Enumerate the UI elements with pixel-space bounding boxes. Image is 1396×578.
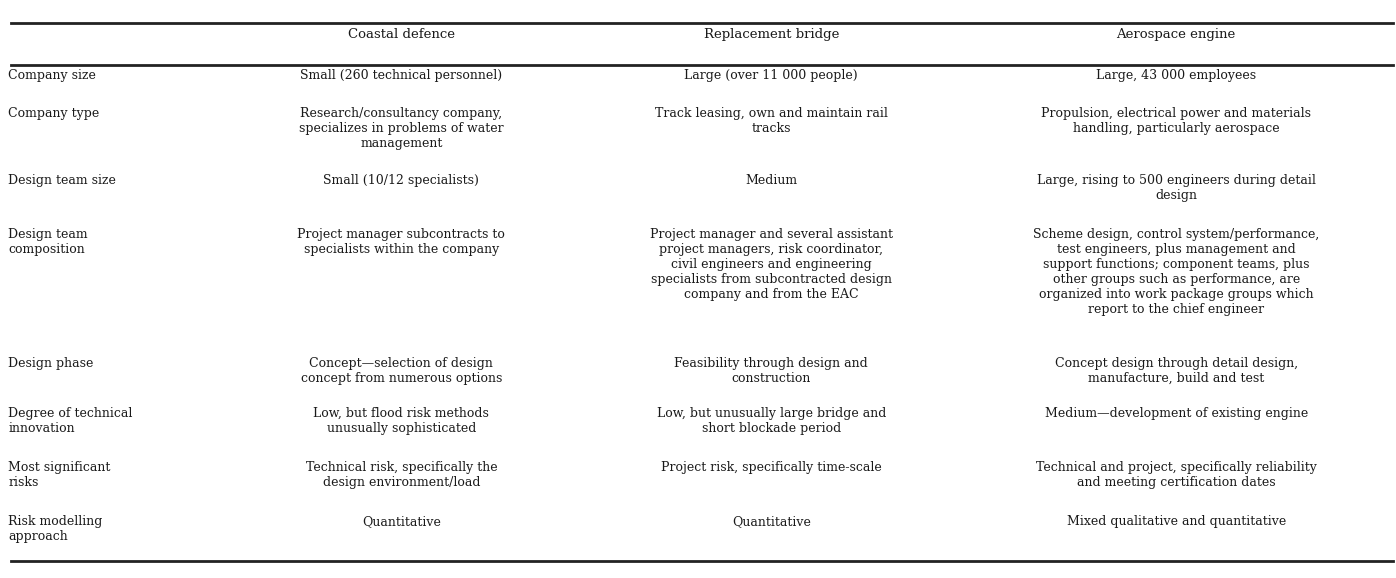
Text: Quantitative: Quantitative xyxy=(362,515,441,528)
Text: Project risk, specifically time-scale: Project risk, specifically time-scale xyxy=(660,461,882,474)
Text: Research/consultancy company,
specializes in problems of water
management: Research/consultancy company, specialize… xyxy=(299,108,504,150)
Text: Coastal defence: Coastal defence xyxy=(348,28,455,40)
Text: Design team size: Design team size xyxy=(8,174,116,187)
Text: Technical and project, specifically reliability
and meeting certification dates: Technical and project, specifically reli… xyxy=(1036,461,1316,489)
Text: Small (10/12 specialists): Small (10/12 specialists) xyxy=(324,174,479,187)
Text: Mixed qualitative and quantitative: Mixed qualitative and quantitative xyxy=(1067,515,1286,528)
Text: Track leasing, own and maintain rail
tracks: Track leasing, own and maintain rail tra… xyxy=(655,108,888,135)
Text: Feasibility through design and
construction: Feasibility through design and construct… xyxy=(674,357,868,384)
Text: Medium—development of existing engine: Medium—development of existing engine xyxy=(1044,407,1308,420)
Text: Replacement bridge: Replacement bridge xyxy=(704,28,839,40)
Text: Design team
composition: Design team composition xyxy=(8,228,88,255)
Text: Concept—selection of design
concept from numerous options: Concept—selection of design concept from… xyxy=(300,357,503,384)
Text: Propulsion, electrical power and materials
handling, particularly aerospace: Propulsion, electrical power and materia… xyxy=(1041,108,1311,135)
Text: Small (260 technical personnel): Small (260 technical personnel) xyxy=(300,69,503,82)
Text: Design phase: Design phase xyxy=(8,357,94,369)
Text: Project manager and several assistant
project managers, risk coordinator,
civil : Project manager and several assistant pr… xyxy=(649,228,893,301)
Text: Scheme design, control system/performance,
test engineers, plus management and
s: Scheme design, control system/performanc… xyxy=(1033,228,1319,316)
Text: Company type: Company type xyxy=(8,108,99,120)
Text: Large, rising to 500 engineers during detail
design: Large, rising to 500 engineers during de… xyxy=(1037,174,1315,202)
Text: Degree of technical
innovation: Degree of technical innovation xyxy=(8,407,133,435)
Text: Quantitative: Quantitative xyxy=(732,515,811,528)
Text: Large, 43 000 employees: Large, 43 000 employees xyxy=(1096,69,1256,82)
Text: Company size: Company size xyxy=(8,69,96,82)
Text: Aerospace engine: Aerospace engine xyxy=(1117,28,1235,40)
Text: Concept design through detail design,
manufacture, build and test: Concept design through detail design, ma… xyxy=(1054,357,1298,384)
Text: Low, but flood risk methods
unusually sophisticated: Low, but flood risk methods unusually so… xyxy=(314,407,489,435)
Text: Large (over 11 000 people): Large (over 11 000 people) xyxy=(684,69,859,82)
Text: Risk modelling
approach: Risk modelling approach xyxy=(8,515,103,543)
Text: Project manager subcontracts to
specialists within the company: Project manager subcontracts to speciali… xyxy=(297,228,505,255)
Text: Most significant
risks: Most significant risks xyxy=(8,461,110,489)
Text: Low, but unusually large bridge and
short blockade period: Low, but unusually large bridge and shor… xyxy=(656,407,886,435)
Text: Technical risk, specifically the
design environment/load: Technical risk, specifically the design … xyxy=(306,461,497,489)
Text: Medium: Medium xyxy=(745,174,797,187)
